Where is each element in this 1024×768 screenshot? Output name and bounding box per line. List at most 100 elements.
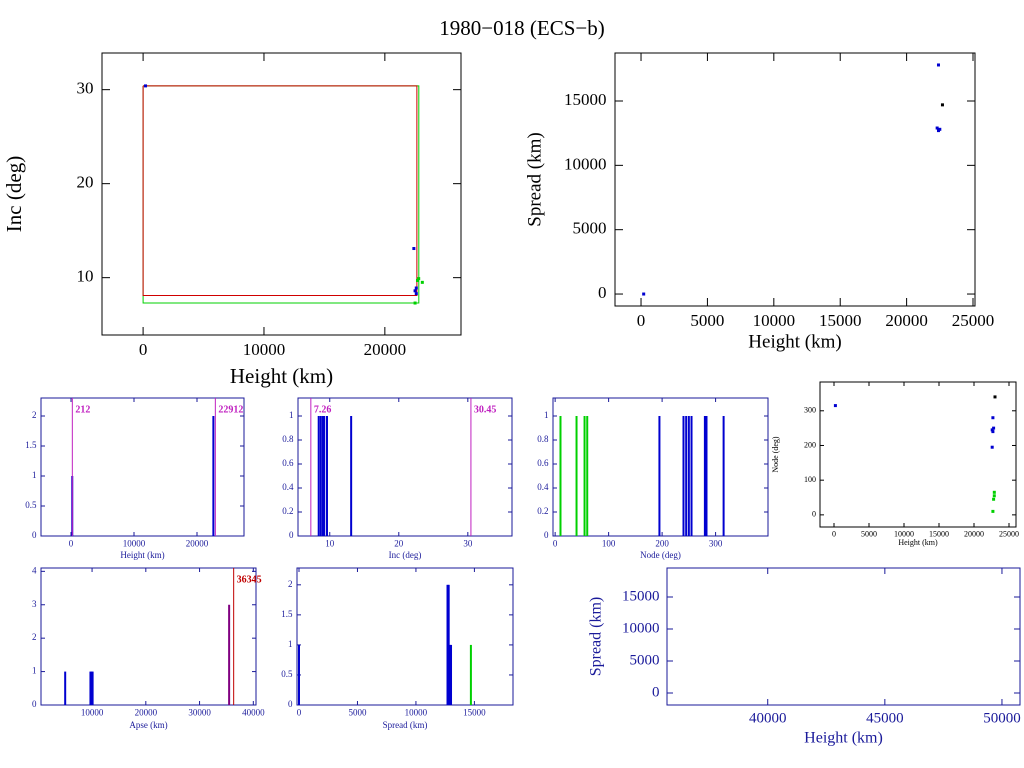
x-tick-label: 10000 [894, 529, 914, 538]
point [144, 84, 148, 88]
x-axis-label: Height (km) [898, 538, 938, 547]
bar [685, 416, 688, 536]
y-tick-label: 0.4 [282, 482, 294, 492]
bar [448, 644, 451, 705]
y-tick-label: 0.5 [281, 669, 293, 679]
y-tick-label: 30 [77, 79, 94, 98]
bar [559, 416, 562, 536]
x-tick-label: 0 [69, 539, 74, 549]
x-tick-label: 40000 [242, 708, 265, 718]
x-tick-label: 50000 [983, 711, 1021, 727]
plot-frame [666, 567, 1021, 706]
x-axis-label: Apse (km) [129, 720, 167, 730]
x-tick-label: 100 [602, 539, 616, 549]
y-tick-label: 0.8 [537, 434, 549, 444]
point [412, 247, 416, 251]
plot-frame [40, 567, 257, 706]
point [415, 278, 419, 282]
bar [319, 416, 322, 536]
x-tick-label: 20 [394, 539, 404, 549]
point [420, 280, 424, 284]
y-tick-label: 5000 [630, 652, 660, 668]
y-axis-label: Spread (km) [524, 132, 545, 226]
bar [583, 416, 586, 536]
bar [690, 416, 693, 536]
plot-frame [819, 381, 1017, 528]
bar [317, 416, 320, 536]
point [642, 292, 646, 296]
point [935, 126, 939, 130]
point [936, 63, 940, 67]
marker-label: 22912 [218, 404, 243, 415]
y-tick-label: 1.5 [281, 609, 293, 619]
x-tick-label: 200 [655, 539, 669, 549]
y-tick-label: 0.2 [537, 506, 548, 516]
point [940, 103, 944, 107]
point [990, 428, 994, 432]
bar [323, 416, 326, 536]
x-tick-label: 30000 [188, 708, 211, 718]
point [833, 404, 837, 408]
y-axis-label: Spread (km) [588, 597, 605, 677]
x-tick-label: 5000 [861, 529, 877, 538]
bar [703, 416, 706, 536]
x-tick-label: 5000 [690, 311, 724, 330]
point [990, 445, 994, 449]
x-axis-label: Height (km) [120, 550, 164, 560]
x-tick-label: 10000 [81, 708, 104, 718]
point [992, 494, 996, 498]
x-tick-label: 10000 [753, 311, 796, 330]
marker-label: 212 [75, 404, 90, 415]
marker-label: 30.45 [474, 404, 497, 415]
y-tick-label: 1 [32, 470, 37, 480]
y-tick-label: 0 [544, 530, 549, 540]
x-tick-label: 0 [297, 708, 302, 718]
bar [658, 416, 661, 536]
x-tick-label: 5000 [348, 708, 367, 718]
point [993, 395, 997, 399]
outline-line [142, 85, 418, 297]
y-tick-label: 2 [32, 632, 37, 642]
y-tick-label: 1 [289, 410, 294, 420]
plot-frame [297, 397, 513, 537]
x-tick-label: 15000 [463, 708, 486, 718]
bar [575, 416, 578, 536]
x-axis-label: Height (km) [804, 730, 883, 747]
y-axis-label: Node (deg) [771, 436, 780, 473]
plot-frame [40, 397, 245, 537]
y-tick-label: 10000 [622, 620, 660, 636]
bar [682, 416, 685, 536]
x-tick-label: 20000 [964, 529, 984, 538]
bar [297, 644, 300, 705]
point [991, 430, 995, 434]
x-axis-label: Inc (deg) [389, 550, 422, 560]
y-tick-label: 0.6 [282, 458, 294, 468]
y-tick-label: 3 [32, 599, 37, 609]
y-tick-label: 1 [32, 666, 37, 676]
y-tick-label: 10 [77, 267, 94, 286]
point [991, 416, 995, 420]
y-tick-label: 15000 [564, 90, 607, 109]
plot-frame [101, 52, 462, 336]
bar [321, 416, 324, 536]
y-tick-label: 0.4 [537, 482, 549, 492]
x-tick-label: 300 [709, 539, 723, 549]
x-tick-label: 10000 [243, 340, 286, 359]
bar [586, 416, 589, 536]
bar [89, 671, 92, 705]
y-axis-label: Inc (deg) [2, 156, 26, 232]
y-tick-label: 15000 [622, 588, 660, 604]
x-tick-label: 30 [463, 539, 473, 549]
x-axis-label: Spread (km) [383, 720, 428, 730]
y-tick-label: 0 [289, 530, 294, 540]
y-tick-label: 0.8 [282, 434, 294, 444]
bar [228, 604, 231, 705]
x-tick-label: 25000 [999, 529, 1019, 538]
y-tick-label: 5000 [573, 219, 607, 238]
page-title: 1980−018 (ECS−b) [439, 16, 604, 40]
y-tick-label: 2 [288, 579, 293, 589]
x-tick-label: 20000 [186, 539, 209, 549]
bar [446, 584, 449, 705]
bar [447, 584, 450, 705]
